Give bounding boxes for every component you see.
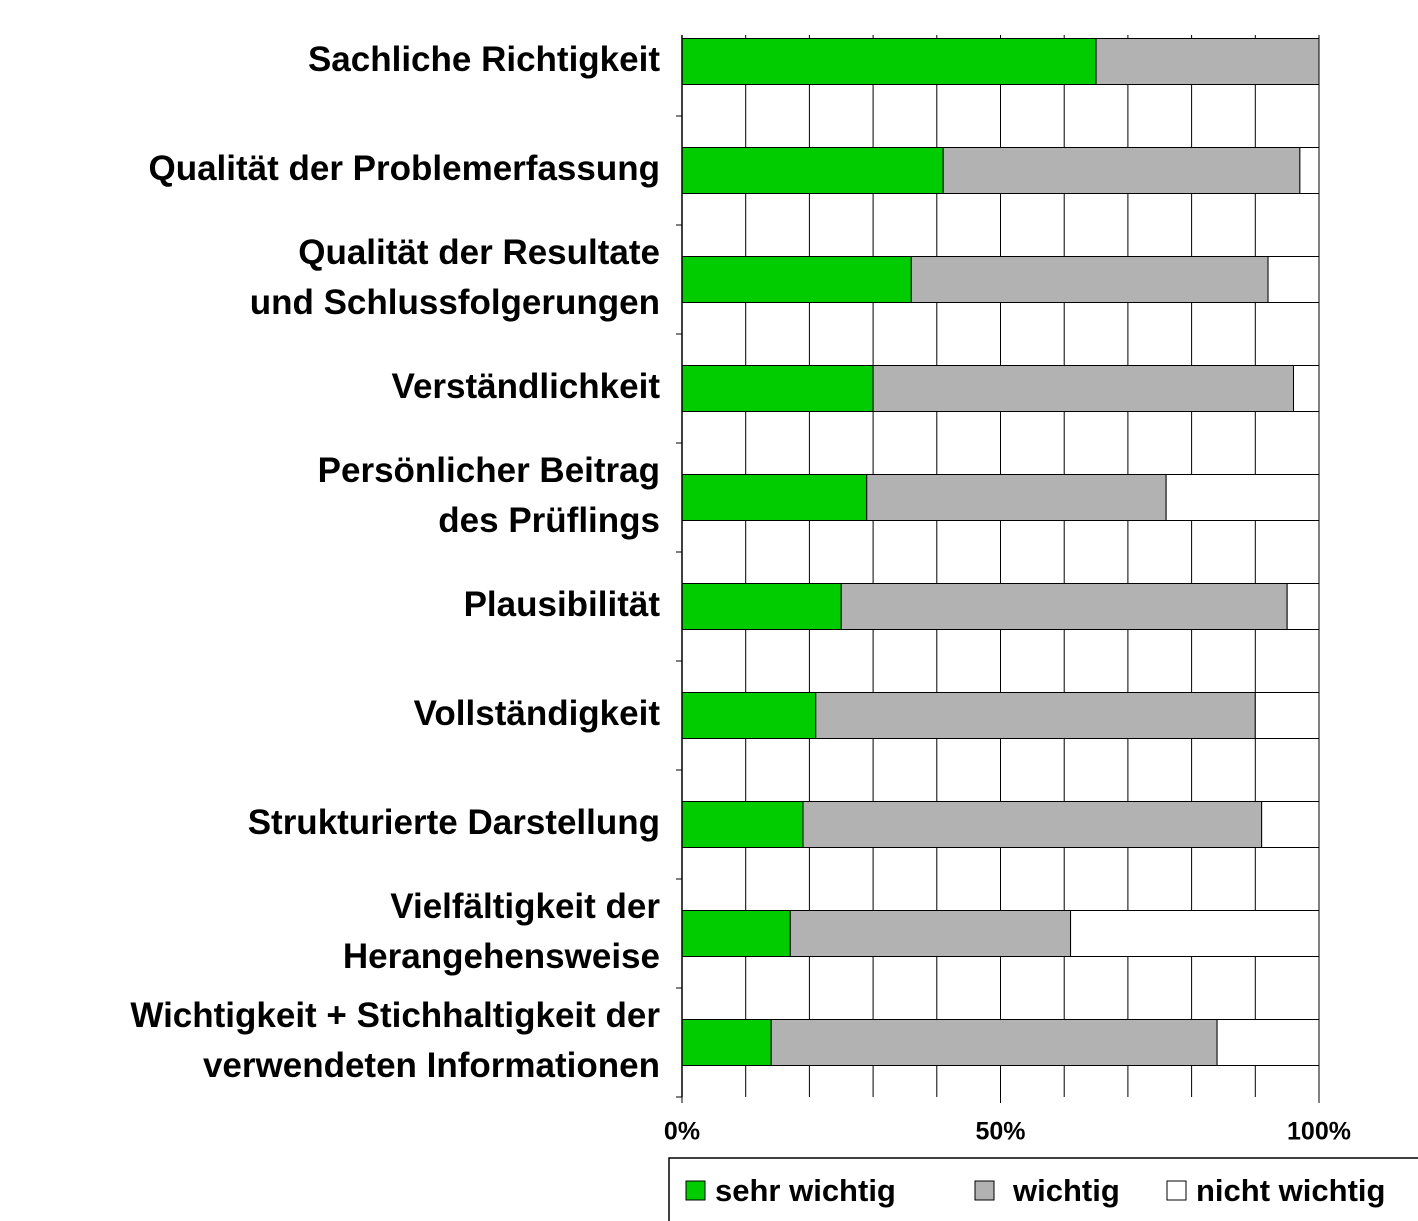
bar-segment (681, 910, 791, 957)
bar-segment (681, 801, 804, 848)
bar-segment (770, 1019, 1218, 1066)
legend-label: sehr wichtig (715, 1173, 896, 1208)
category-label: Sachliche Richtigkeit (308, 40, 660, 79)
category-label: Wichtigkeit + Stichhaltigkeit der (130, 996, 660, 1035)
legend-swatch (974, 1180, 995, 1201)
bar-segment (1070, 910, 1320, 957)
bar-segment (840, 583, 1288, 630)
category-label: Verständlichkeit (392, 367, 661, 406)
category-label: Qualität der Resultate (298, 233, 660, 272)
category-label: Herangehensweise (343, 937, 660, 976)
category-label: Plausibilität (464, 585, 661, 624)
bar-segment (1095, 38, 1320, 85)
bar-segment (1267, 256, 1320, 303)
x-tick-label: 0% (664, 1118, 700, 1146)
category-label: Strukturierte Darstellung (248, 803, 660, 842)
bar-segment (681, 256, 912, 303)
bar-segment (681, 1019, 772, 1066)
category-label: und Schlussfolgerungen (250, 283, 660, 322)
bar-segment (681, 38, 1097, 85)
bar-segment (789, 910, 1072, 957)
bar-segment (942, 147, 1301, 194)
bar-segment (681, 147, 944, 194)
bar-segment (1254, 692, 1320, 739)
x-tick-label: 50% (975, 1118, 1025, 1146)
legend-swatch (685, 1180, 706, 1201)
legend-frame (668, 1157, 1418, 1221)
bar-segment (1286, 583, 1320, 630)
bar-segment (1261, 801, 1320, 848)
x-tick-label: 100% (1287, 1118, 1351, 1146)
bar-segment (910, 256, 1269, 303)
bar-segment (681, 365, 874, 412)
bar-segment (866, 474, 1167, 521)
legend-label: nicht wichtig (1196, 1173, 1385, 1208)
bar-segment (815, 692, 1256, 739)
bar-segment (802, 801, 1263, 848)
category-label: Qualität der Problemerfassung (148, 149, 660, 188)
category-label: des Prüflings (438, 501, 660, 540)
category-label: Vollständigkeit (414, 694, 661, 733)
legend-swatch (1166, 1180, 1187, 1201)
bar-segment (681, 474, 868, 521)
bar-segment (1165, 474, 1320, 521)
bar-segment (1293, 365, 1320, 412)
category-label: verwendeten Informationen (203, 1046, 660, 1085)
bar-segment (681, 692, 817, 739)
bar-segment (1216, 1019, 1320, 1066)
legend-label: wichtig (1012, 1173, 1120, 1208)
bar-segment (1299, 147, 1320, 194)
category-label: Vielfältigkeit der (390, 887, 660, 926)
category-label: Persönlicher Beitrag (318, 451, 660, 490)
bar-segment (681, 583, 842, 630)
bar-segment (872, 365, 1295, 412)
